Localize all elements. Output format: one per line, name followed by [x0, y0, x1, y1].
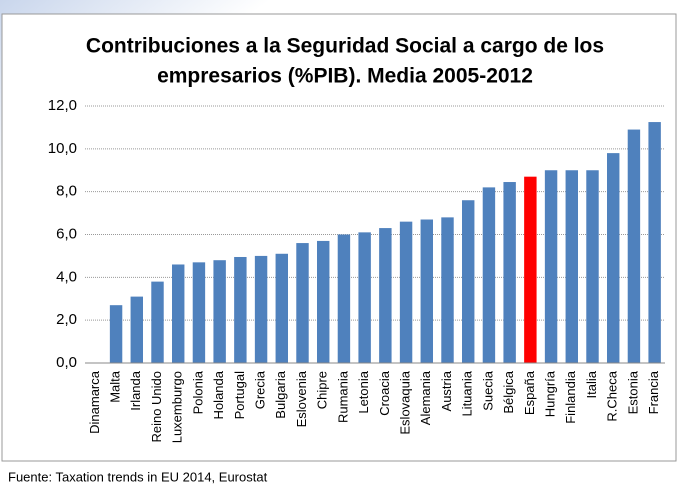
bar [420, 219, 433, 363]
bar [296, 243, 309, 363]
x-tick-label: Dinamarca [87, 370, 102, 434]
y-tick-label: 12,0 [48, 97, 77, 114]
y-tick-label: 6,0 [56, 225, 77, 242]
bar [172, 264, 185, 363]
bar [109, 305, 123, 363]
x-tick-label: Holanda [211, 370, 226, 419]
x-tick-label: Suecia [480, 370, 495, 411]
bar [524, 176, 537, 363]
y-tick-label: 4,0 [56, 268, 77, 285]
bar [275, 253, 288, 363]
bar [648, 122, 661, 363]
bar [317, 240, 330, 363]
bar [234, 256, 247, 363]
x-tick-label: Hungría [543, 370, 558, 417]
bar [358, 232, 371, 363]
x-tick-label: Irlanda [128, 370, 143, 411]
x-tick-label: Reino Unido [149, 371, 164, 443]
y-tick-label: 8,0 [56, 183, 77, 200]
x-tick-label: Eslovaquia [398, 370, 413, 434]
bar [379, 228, 392, 363]
x-tick-label: Rumania [335, 370, 350, 423]
x-tick-label: Italia [584, 370, 599, 398]
y-tick-label: 2,0 [56, 311, 77, 328]
bar [627, 129, 641, 363]
bar [151, 281, 164, 363]
x-tick-label: Eslovenia [294, 370, 309, 427]
x-tick-label: Portugal [232, 371, 247, 420]
x-tick-label: R.Checa [605, 370, 620, 421]
x-tick-label: Austria [439, 370, 454, 411]
x-tick-label: Lituania [460, 370, 475, 416]
x-tick-label: Luxemburgo [170, 371, 185, 443]
bar [544, 170, 558, 363]
bar [130, 296, 143, 363]
x-tick-label: Bélgica [501, 370, 516, 413]
x-tick-label: Chipre [315, 371, 330, 409]
bar [462, 200, 475, 363]
bar [565, 170, 578, 363]
bar [192, 262, 206, 363]
bar [399, 221, 413, 363]
x-tick-label: Grecia [253, 370, 268, 409]
x-tick-label: Alemania [418, 370, 433, 425]
bar [254, 255, 268, 363]
bar [607, 153, 620, 363]
chart-title: Contribuciones a la Seguridad Social a c… [86, 35, 604, 58]
x-tick-label: Croacia [377, 370, 392, 416]
bar [482, 187, 496, 363]
chart-title: empresarios (%PIB). Media 2005-2012 [157, 65, 533, 88]
x-tick-label: Malta [108, 370, 123, 403]
source-note: Fuente: Taxation trends in EU 2014, Euro… [8, 469, 268, 484]
x-tick-label: Letonia [356, 370, 371, 413]
x-tick-label: Estonia [625, 370, 640, 414]
x-tick-label: Finlandia [563, 370, 578, 424]
y-tick-label: 10,0 [48, 140, 77, 157]
bar [213, 260, 226, 363]
bar [586, 170, 599, 363]
x-tick-label: Bulgaria [273, 370, 288, 418]
x-tick-label: España [522, 370, 537, 415]
x-tick-label: Polonia [190, 370, 205, 414]
y-tick-label: 0,0 [56, 354, 77, 371]
bar [503, 182, 516, 363]
x-tick-label: Francia [646, 370, 661, 414]
bar [337, 234, 351, 363]
bar [441, 217, 454, 363]
